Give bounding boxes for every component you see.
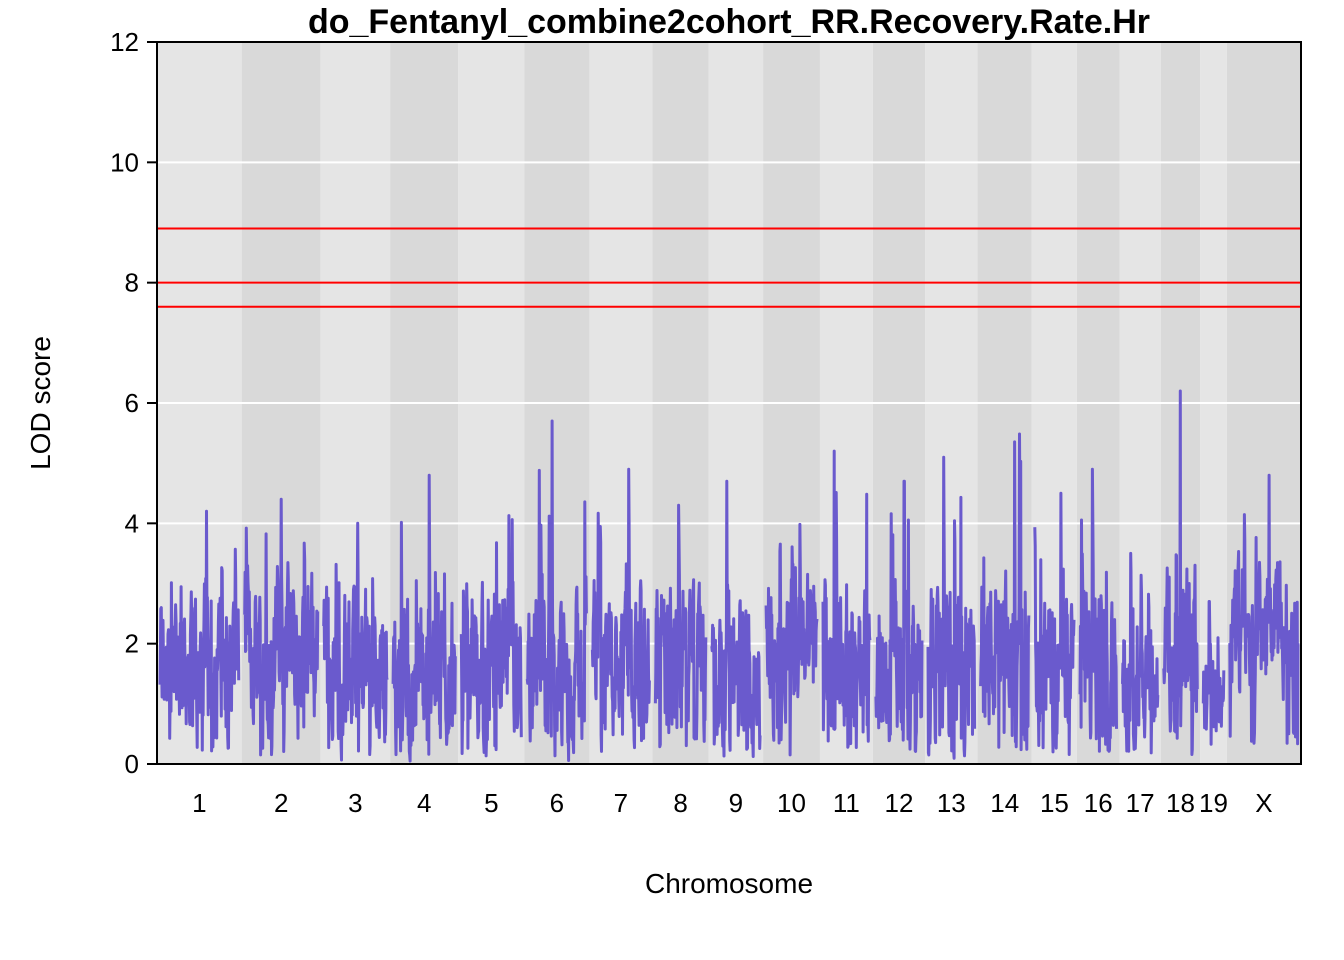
y-axis: 0 2 4 6 8 10 12 xyxy=(110,27,158,779)
lod-line-chr-3 xyxy=(322,521,389,762)
lod-line-chr-8 xyxy=(653,503,708,749)
x-tick-label: 4 xyxy=(417,788,431,818)
x-axis-label: Chromosome xyxy=(645,868,813,899)
x-tick-label: 5 xyxy=(484,788,498,818)
x-tick-label: 1 xyxy=(192,788,206,818)
x-tick-label: 8 xyxy=(673,788,687,818)
x-tick-label: 18 xyxy=(1166,788,1195,818)
x-tick-label: 12 xyxy=(885,788,914,818)
x-tick-label: 3 xyxy=(348,788,362,818)
x-tick-label: 17 xyxy=(1126,788,1155,818)
x-tick-label: 11 xyxy=(833,788,860,818)
lod-line-chr-16 xyxy=(1078,467,1118,753)
lod-line-chr-19 xyxy=(1201,600,1226,746)
x-tick-label: 2 xyxy=(274,788,288,818)
x-tick-label: 9 xyxy=(729,788,743,818)
lod-line-chr-X xyxy=(1228,473,1300,746)
lod-line-chr-11 xyxy=(821,449,872,749)
lod-line-chr-18 xyxy=(1162,389,1199,756)
y-tick-label: 12 xyxy=(110,27,139,57)
y-axis-label: LOD score xyxy=(25,336,56,470)
y-tick-label: 8 xyxy=(125,268,139,298)
lod-line-chr-12 xyxy=(874,479,924,753)
lod-line-chr-17 xyxy=(1121,551,1160,755)
lod-line-chr-10 xyxy=(764,522,819,757)
x-tick-label: 15 xyxy=(1040,788,1069,818)
x-tick-label: 14 xyxy=(990,788,1019,818)
x-tick-label: X xyxy=(1255,788,1272,818)
lod-line-chr-15 xyxy=(1033,491,1076,756)
x-axis: 1 2 3 4 5 6 7 8 9 10 11 12 13 14 15 16 17 18 19 X xyxy=(192,788,1273,818)
lod-line-chr-6 xyxy=(525,419,588,762)
y-tick-label: 4 xyxy=(125,508,139,538)
x-tick-label: 16 xyxy=(1084,788,1113,818)
lod-line-chr-7 xyxy=(590,467,651,753)
y-tick-label: 6 xyxy=(125,388,139,418)
x-tick-label: 19 xyxy=(1199,788,1228,818)
lod-line-chr-2 xyxy=(243,497,320,757)
lod-line-chr-1 xyxy=(158,509,241,753)
lod-line-chr-9 xyxy=(710,479,762,758)
x-tick-label: 13 xyxy=(937,788,966,818)
chart-title: do_Fentanyl_combine2cohort_RR.Recovery.R… xyxy=(308,3,1150,41)
lod-line-chr-14 xyxy=(979,432,1031,752)
lod-curve xyxy=(158,389,1300,763)
y-tick-label: 2 xyxy=(125,629,139,659)
significance-thresholds xyxy=(157,227,1301,308)
lod-line-chr-4 xyxy=(391,473,457,763)
lod-line-chr-13 xyxy=(926,455,977,760)
y-tick-label: 0 xyxy=(125,749,139,779)
y-tick-label: 10 xyxy=(110,147,139,177)
x-tick-label: 6 xyxy=(550,788,564,818)
x-tick-label: 10 xyxy=(777,788,806,818)
lod-line-chr-5 xyxy=(459,514,523,758)
x-tick-label: 7 xyxy=(614,788,628,818)
